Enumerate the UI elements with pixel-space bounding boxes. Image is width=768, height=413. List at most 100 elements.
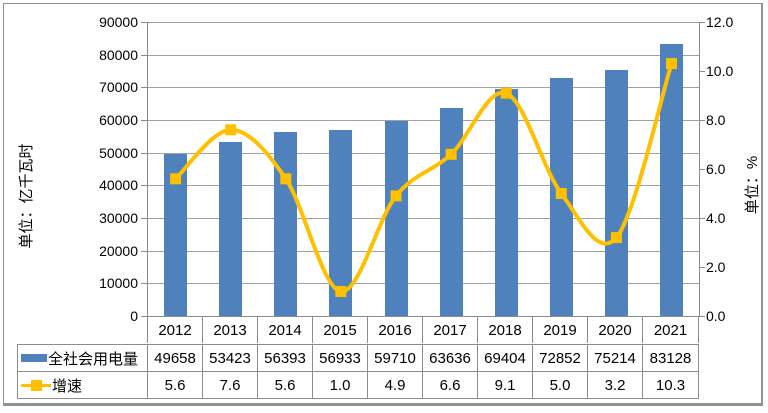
- x-axis-year-row: 2012 2013 2014 2015 2016 2017 2018 2019 2020 2021: [147, 317, 699, 343]
- year-cell-2014: 2014: [257, 317, 313, 343]
- bar-2020: [604, 70, 628, 316]
- gridline: [148, 283, 699, 285]
- year-cell-2017: 2017: [422, 317, 478, 343]
- growth-value-2019: 5.0: [532, 371, 588, 399]
- left-tick-mark: [141, 87, 147, 88]
- bar-2013: [219, 141, 243, 316]
- line-marker-2014: [280, 173, 292, 185]
- legend-label: 全社会用电量: [48, 350, 139, 368]
- gridline: [148, 185, 699, 187]
- consumption-value-2013: 53423: [202, 344, 258, 372]
- consumption-value-2015: 56933: [312, 344, 368, 372]
- legend-key-bar-swatch: [21, 354, 47, 362]
- left-tick-mark: [141, 185, 147, 186]
- year-cell-2021: 2021: [642, 317, 699, 343]
- right-tick-mark: [699, 120, 705, 121]
- table-row-consumption: 全社会用电量 49658 53423 56393 56933 59710 63636 6940…: [17, 344, 699, 372]
- gridline: [148, 22, 699, 23]
- bar-2012: [164, 153, 188, 316]
- left-tick-mark: [141, 22, 147, 23]
- left-tick-mark: [141, 316, 147, 317]
- line-marker-2018: [500, 87, 512, 99]
- right-tick-mark: [699, 316, 705, 317]
- consumption-value-2012: 49658: [147, 344, 203, 372]
- growth-value-2021: 10.3: [642, 371, 699, 399]
- line-marker-2017: [445, 148, 457, 160]
- line-marker-2012: [170, 173, 182, 185]
- right-tick-label-8.0: 8.0: [706, 112, 726, 128]
- growth-value-2016: 4.9: [367, 371, 423, 399]
- left-tick-mark: [141, 55, 147, 56]
- left-tick-label-60000: 60000: [99, 112, 138, 128]
- line-marker-2013: [225, 124, 237, 136]
- right-tick-mark: [699, 22, 705, 23]
- consumption-value-2021: 83128: [642, 344, 699, 372]
- left-tick-mark: [141, 218, 147, 219]
- left-tick-label-0: 0: [130, 308, 138, 324]
- right-tick-label-0.0: 0.0: [706, 308, 726, 324]
- legend-entry: 全社会用电量: [19, 348, 147, 369]
- growth-value-2012: 5.6: [147, 371, 203, 399]
- year-cell-2019: 2019: [532, 317, 588, 343]
- left-tick-mark: [141, 283, 147, 284]
- growth-value-2017: 6.6: [422, 371, 478, 399]
- table-row-growth: 增速 5.6 7.6 5.6 1.0 4.9 6.6 9.1 5.0 3.2 10.3: [17, 371, 699, 399]
- left-tick-label-30000: 30000: [99, 210, 138, 226]
- bar-2014: [274, 131, 298, 316]
- year-cell-2016: 2016: [367, 317, 423, 343]
- consumption-value-2018: 69404: [477, 344, 533, 372]
- plot-area: [147, 22, 700, 317]
- gridline: [148, 250, 699, 252]
- growth-value-2015: 1.0: [312, 371, 368, 399]
- legend-key-marker: [31, 379, 42, 391]
- year-cell-2012: 2012: [147, 317, 203, 343]
- year-cell-2013: 2013: [202, 317, 258, 343]
- right-tick-label-12.0: 12.0: [706, 14, 734, 30]
- legend-cell-growth: 增速: [17, 371, 148, 399]
- left-tick-label-90000: 90000: [99, 14, 138, 30]
- legend-label: 增速: [52, 377, 83, 395]
- consumption-value-2020: 75214: [587, 344, 643, 372]
- legend-cell-consumption: 全社会用电量: [17, 344, 148, 372]
- year-cell-2020: 2020: [587, 317, 643, 343]
- line-marker-2020: [610, 232, 622, 244]
- growth-value-2018: 9.1: [477, 371, 533, 399]
- left-tick-label-80000: 80000: [99, 46, 138, 63]
- legend-key-line-swatch: [21, 379, 51, 391]
- line-marker-2015: [335, 286, 347, 297]
- left-axis-title: 单位：亿千瓦时: [18, 143, 35, 249]
- data-table: 全社会用电量 49658 53423 56393 56933 59710 63636 6940…: [17, 344, 699, 399]
- legend-entry: 增速: [19, 375, 147, 396]
- left-tick-label-50000: 50000: [99, 144, 138, 161]
- gridline: [148, 218, 699, 219]
- bar-2018: [494, 89, 518, 316]
- growth-value-2014: 5.6: [257, 371, 313, 399]
- gridline: [148, 120, 699, 121]
- left-tick-label-40000: 40000: [99, 177, 138, 194]
- right-tick-mark: [699, 218, 705, 219]
- right-tick-label-4.0: 4.0: [706, 210, 726, 226]
- growth-line: [174, 62, 674, 294]
- growth-line-layer: [170, 58, 677, 297]
- growth-value-2013: 7.6: [202, 371, 258, 399]
- bar-2021: [660, 44, 683, 316]
- bar-2015: [329, 130, 353, 316]
- right-tick-label-2.0: 2.0: [706, 259, 726, 275]
- bar-2016: [384, 120, 408, 316]
- left-tick-label-70000: 70000: [99, 79, 138, 96]
- left-tick-label-10000: 10000: [99, 275, 138, 292]
- right-tick-label-6.0: 6.0: [706, 161, 726, 177]
- left-tick-label-20000: 20000: [99, 242, 138, 259]
- gridline: [148, 152, 699, 154]
- gridline: [148, 87, 699, 89]
- right-tick-mark: [699, 169, 705, 170]
- right-tick-mark: [699, 71, 705, 72]
- consumption-value-2017: 63636: [422, 344, 478, 372]
- left-tick-mark: [141, 153, 147, 154]
- left-tick-mark: [141, 251, 147, 252]
- year-cell-2018: 2018: [477, 317, 533, 343]
- gridline: [148, 54, 699, 56]
- consumption-value-2019: 72852: [532, 344, 588, 372]
- line-marker-2016: [390, 190, 402, 202]
